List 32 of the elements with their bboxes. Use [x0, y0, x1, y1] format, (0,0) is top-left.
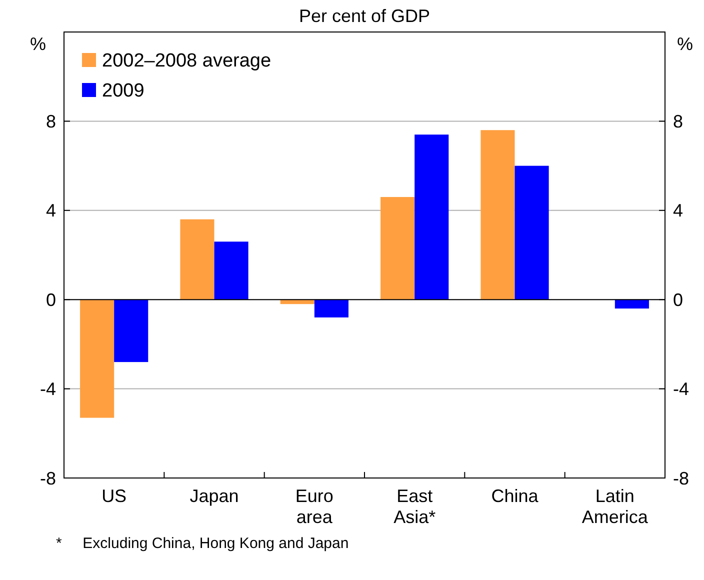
- bar: [114, 300, 148, 362]
- y2-tick-label: 4: [673, 200, 684, 221]
- y2-axis-title: %: [676, 34, 694, 54]
- bar: [414, 134, 449, 300]
- text: * Excluding China, Hong Kong and Japan: [56, 535, 349, 552]
- y-tick-label: -4: [40, 379, 56, 400]
- y2-tick-label: -4: [673, 379, 690, 400]
- y-tick-label: 8: [46, 112, 56, 132]
- y-axis-title: %: [30, 34, 46, 54]
- x-tick-label: US: [102, 486, 127, 506]
- y2-tick-label: 8: [673, 112, 684, 132]
- bar: [480, 130, 515, 300]
- bar: [314, 300, 348, 318]
- y-tick-label: 4: [46, 200, 56, 221]
- y-tick-label: -8: [40, 468, 56, 488]
- bar: [514, 166, 549, 300]
- legend-label: 2002–2008 average: [102, 50, 272, 72]
- y2-tick-label: -8: [673, 468, 690, 488]
- y-tick-label: 0: [46, 290, 56, 310]
- bar: [80, 300, 114, 418]
- x-tick-label: Euro area: [295, 486, 334, 527]
- chart-title: Per cent of GDP: [298, 6, 430, 26]
- bar: [380, 197, 415, 300]
- y2-tick-label: 0: [673, 290, 684, 310]
- bar: [214, 242, 248, 300]
- x-tick-label: Latin America: [582, 486, 649, 527]
- legend-label: 2009: [102, 80, 144, 102]
- x-tick-label: East Asia*: [394, 486, 436, 527]
- bar: [180, 219, 214, 300]
- bar: [614, 300, 649, 309]
- x-tick-label: China: [491, 486, 540, 506]
- x-tick-label: Japan: [190, 486, 239, 506]
